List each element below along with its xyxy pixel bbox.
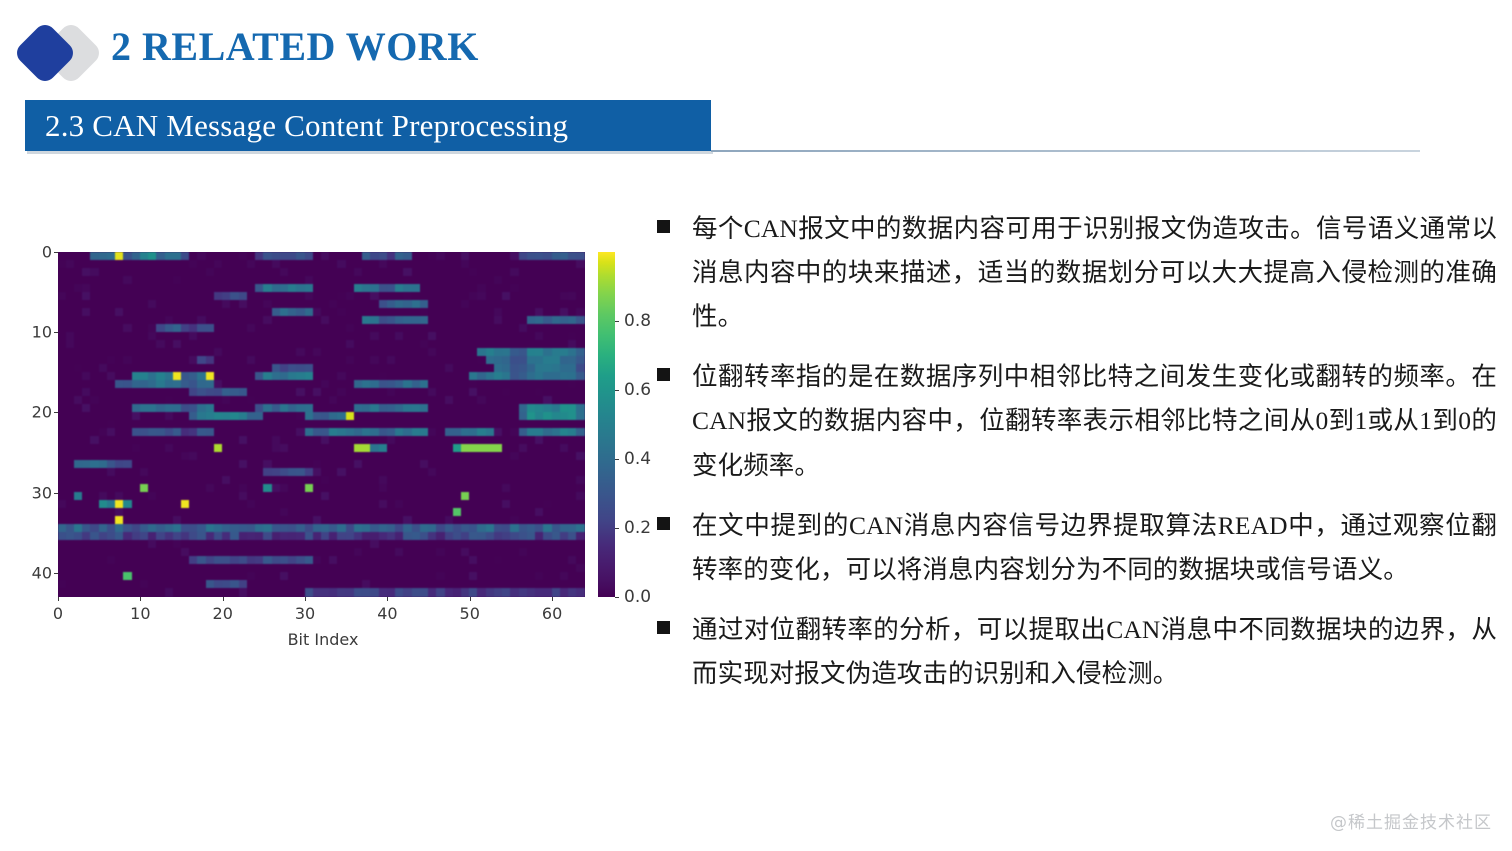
list-item: 每个CAN报文中的数据内容可用于识别报文伪造攻击。信号语义通常以消息内容中的块来… <box>657 207 1497 339</box>
colorbar-tick-mark <box>615 459 619 460</box>
chart-ytick-label: 40 <box>31 563 52 583</box>
bullet-list: 每个CAN报文中的数据内容可用于识别报文伪造攻击。信号语义通常以消息内容中的块来… <box>657 207 1497 712</box>
colorbar-tick-label: 0.2 <box>624 518 652 538</box>
heatmap-plot-area <box>58 252 585 597</box>
chart-ytick-mark <box>54 252 58 253</box>
bullet-text: 每个CAN报文中的数据内容可用于识别报文伪造攻击。信号语义通常以消息内容中的块来… <box>692 214 1497 332</box>
chart-xtick-mark <box>58 597 59 601</box>
bullet-text: 在文中提到的CAN消息内容信号边界提取算法READ中，通过观察位翻转率的变化，可… <box>692 510 1497 584</box>
bullet-text: 通过对位翻转率的分析，可以提取出CAN消息中不同数据块的边界，从而实现对报文伪造… <box>692 614 1497 688</box>
chart-ytick-mark <box>54 572 58 574</box>
chart-colorbar: 0.0 0.2 0.4 0.6 0.8 <box>598 252 651 607</box>
colorbar-tick-label: 0.0 <box>624 587 652 607</box>
watermark: @稀土掘金技术社区 <box>1330 813 1492 833</box>
chart-xtick-label: 60 <box>541 604 563 623</box>
list-item: 在文中提到的CAN消息内容信号边界提取算法READ中，通过观察位翻转率的变化，可… <box>657 504 1497 592</box>
chart-xtick-mark <box>387 597 389 601</box>
bullet-square-icon <box>657 620 670 634</box>
colorbar-tick-label: 0.6 <box>624 380 652 400</box>
chart-ytick-label: 30 <box>31 483 52 503</box>
heatmap-figure: CAN ID Index Bit Index 0.00.20.40.60.8 0… <box>18 215 651 663</box>
chart-ytick-label: 10 <box>31 322 52 342</box>
banner-shadow <box>27 151 713 154</box>
chart-xtick-label: 40 <box>377 604 398 623</box>
chart-xtick-label: 0 <box>52 604 64 623</box>
bullet-square-icon <box>657 220 670 233</box>
chart-xtick-mark <box>222 597 224 601</box>
list-item: 位翻转率指的是在数据序列中相邻比特之间发生变化或翻转的频率。在CAN报文的数据内… <box>657 355 1497 487</box>
list-item: 通过对位翻转率的分析，可以提取出CAN消息中不同数据块的边界，从而实现对报文伪造… <box>657 608 1497 696</box>
chart-ytick-mark <box>54 332 58 334</box>
chart-xtick-label: 30 <box>294 604 316 623</box>
chart-ytick-mark <box>54 492 58 494</box>
logo <box>12 18 108 88</box>
colorbar-tick-mark <box>615 390 619 391</box>
section-title: 2 RELATED WORK <box>111 24 479 69</box>
chart-xtick-mark <box>305 597 307 601</box>
bullet-square-icon <box>657 368 670 382</box>
chart-xtick-label: 50 <box>459 604 480 623</box>
chart-xtick-mark <box>140 597 142 601</box>
banner-rule <box>711 150 1420 152</box>
subtitle-text: 2.3 CAN Message Content Preprocessing <box>45 107 569 143</box>
colorbar-tick-mark <box>615 321 619 322</box>
chart-xtick-label: 20 <box>212 604 233 623</box>
chart-xtick-mark <box>469 597 471 601</box>
subtitle-banner: 2.3 CAN Message Content Preprocessing <box>25 100 711 151</box>
chart-ytick-label: 20 <box>31 402 52 422</box>
heatmap-canvas <box>58 252 585 597</box>
bullet-text: 位翻转率指的是在数据序列中相邻比特之间发生变化或翻转的频率。在CAN报文的数据内… <box>692 362 1497 480</box>
chart-xlabel: Bit Index <box>287 630 359 649</box>
colorbar-tick-mark <box>615 597 619 598</box>
chart-ytick-mark <box>54 412 58 414</box>
bullet-square-icon <box>657 516 670 530</box>
chart-xtick-label: 10 <box>130 604 151 623</box>
chart-xtick-mark <box>552 597 554 601</box>
chart-ytick-label: 0 <box>41 242 52 262</box>
colorbar-tick-mark <box>615 528 619 529</box>
colorbar-tick-label: 0.8 <box>624 311 652 331</box>
colorbar-tick-label: 0.4 <box>624 449 652 469</box>
